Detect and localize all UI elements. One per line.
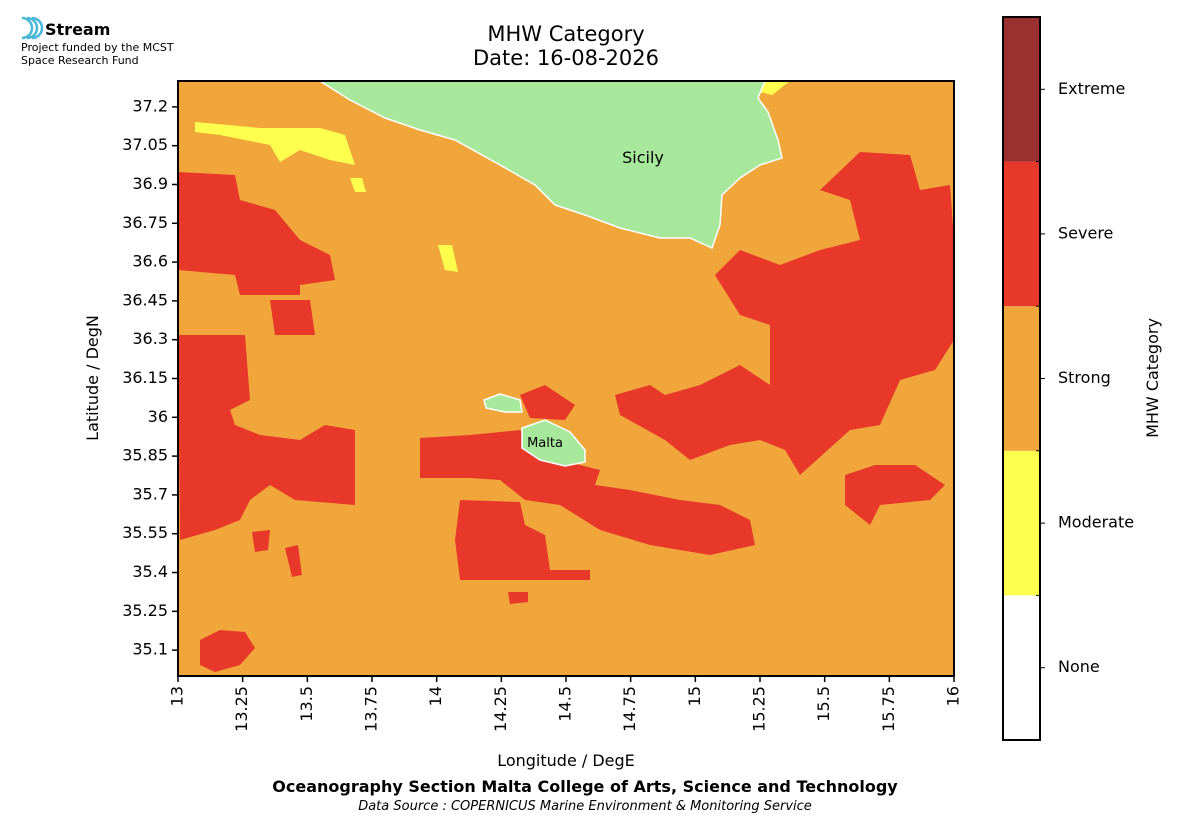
colorbar-segment — [1003, 161, 1040, 307]
y-tick-label: 36.9 — [132, 174, 168, 193]
chart-title: Date: 16-08-2026 — [473, 46, 659, 70]
y-tick-label: 36 — [148, 407, 168, 426]
annotation: Sicily — [622, 148, 664, 167]
x-tick-label: 14.75 — [620, 686, 639, 732]
x-tick-label: 16 — [944, 686, 963, 706]
x-tick-label: 14.25 — [491, 686, 510, 732]
moderate-area — [438, 245, 458, 272]
y-tick-label: 36.75 — [122, 213, 168, 232]
logo-line: Space Research Fund — [21, 54, 139, 67]
colorbar-label: Moderate — [1058, 513, 1134, 532]
x-tick-label: 15.5 — [814, 686, 833, 722]
x-axis-label: Longitude / DegE — [497, 751, 635, 770]
moderate-areas — [195, 81, 790, 272]
y-tick-label: 35.1 — [132, 640, 168, 659]
colorbar-segment — [1003, 17, 1040, 162]
colorbar-label: MHW Category — [1143, 318, 1162, 438]
y-tick-label: 36.3 — [132, 329, 168, 348]
colorbar-label: Extreme — [1058, 79, 1125, 98]
x-tick-label: 13.5 — [297, 686, 316, 722]
footer-source: Data Source : COPERNICUS Marine Environm… — [358, 799, 812, 814]
logo: Stream Project funded by the MCST Space … — [21, 16, 174, 67]
moderate-area — [195, 122, 355, 165]
colorbar: None Moderate Strong Severe Extreme — [1002, 16, 1134, 741]
y-tick-label: 37.05 — [122, 135, 168, 154]
severe-area — [270, 300, 315, 335]
y-tick-label: 35.4 — [132, 562, 168, 581]
severe-area — [615, 152, 954, 475]
logo-name: Stream — [45, 20, 110, 39]
severe-area — [178, 335, 355, 540]
x-tick-label: 15.75 — [879, 686, 898, 732]
severe-areas — [178, 152, 954, 672]
x-tick-label: 13.25 — [232, 686, 251, 732]
moderate-area — [350, 178, 366, 192]
severe-area — [520, 385, 575, 420]
severe-area — [178, 172, 335, 295]
x-tick-label: 13.75 — [362, 686, 381, 732]
colorbar-segment — [1003, 450, 1040, 596]
y-tick-label: 35.55 — [122, 523, 168, 542]
colorbar-segment — [1003, 306, 1040, 451]
footer-institution: Oceanography Section Malta College of Ar… — [272, 777, 898, 796]
colorbar-frame — [1002, 16, 1041, 741]
severe-area — [845, 465, 945, 525]
sicily — [317, 80, 783, 250]
severe-area — [420, 430, 755, 555]
x-tick-label: 15.25 — [750, 686, 769, 732]
y-tick-label: 35.85 — [122, 446, 168, 465]
colorbar-label: Severe — [1058, 223, 1113, 242]
severe-area — [508, 592, 528, 604]
colorbar-label: Strong — [1058, 368, 1111, 387]
map: Sicily Malta — [177, 80, 955, 677]
y-axis-label: Latitude / DegN — [83, 315, 102, 441]
severe-area — [285, 545, 302, 577]
y-tick-label: 36.15 — [122, 368, 168, 387]
severe-area — [252, 530, 270, 552]
x-tick-label: 15 — [685, 686, 704, 706]
severe-area — [200, 630, 255, 672]
malta — [521, 419, 586, 467]
land — [317, 80, 783, 467]
moderate-area — [758, 81, 790, 95]
logo-icon — [21, 16, 44, 40]
severe-area — [455, 500, 590, 580]
annotation: Malta — [527, 436, 563, 451]
y-tick-label: 36.6 — [132, 252, 168, 271]
y-tick-label: 37.2 — [132, 96, 168, 115]
y-tick-label: 35.7 — [132, 484, 168, 503]
chart-title: MHW Category — [487, 22, 644, 46]
colorbar-segment — [1003, 595, 1040, 740]
x-tick-label: 14.5 — [556, 686, 575, 722]
logo-line: Project funded by the MCST — [21, 41, 174, 54]
y-tick-label: 35.25 — [122, 601, 168, 620]
x-tick-label: 14 — [426, 686, 445, 706]
colorbar-label: None — [1058, 657, 1100, 676]
y-tick-label: 36.45 — [122, 290, 168, 309]
gozo — [483, 393, 523, 413]
x-tick-label: 13 — [168, 686, 187, 706]
